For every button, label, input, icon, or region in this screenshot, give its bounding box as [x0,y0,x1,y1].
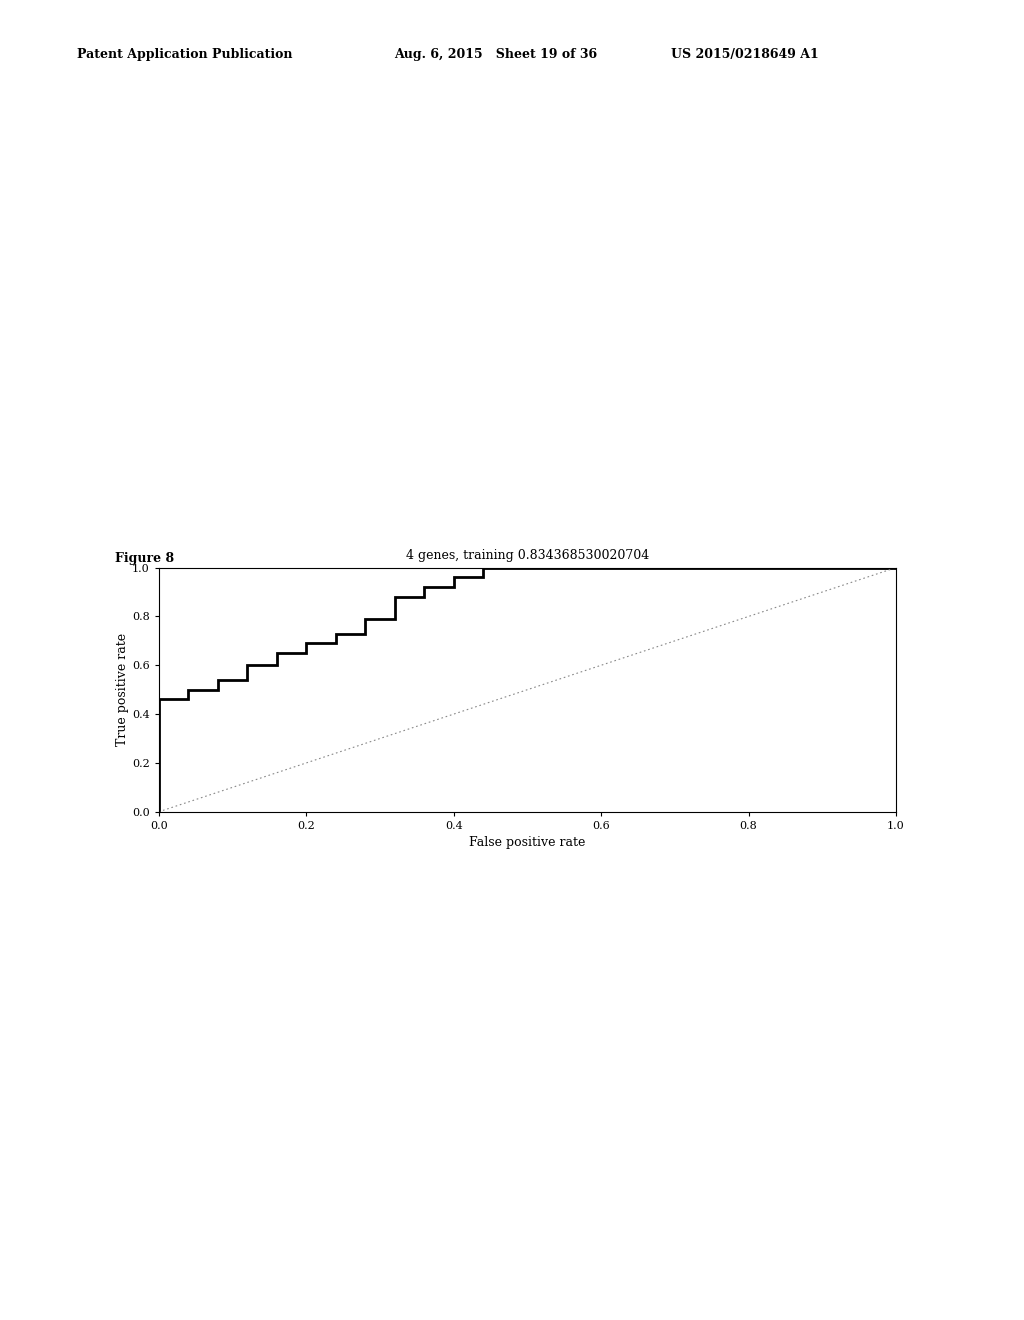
Text: Figure 8: Figure 8 [115,552,174,565]
X-axis label: False positive rate: False positive rate [469,837,586,849]
Text: US 2015/0218649 A1: US 2015/0218649 A1 [671,48,818,61]
Text: Aug. 6, 2015   Sheet 19 of 36: Aug. 6, 2015 Sheet 19 of 36 [394,48,597,61]
Text: Patent Application Publication: Patent Application Publication [77,48,292,61]
Title: 4 genes, training 0.834368530020704: 4 genes, training 0.834368530020704 [406,549,649,562]
Y-axis label: True positive rate: True positive rate [116,634,129,746]
